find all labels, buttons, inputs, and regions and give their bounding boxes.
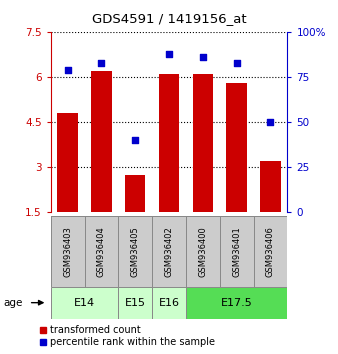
Text: GDS4591 / 1419156_at: GDS4591 / 1419156_at: [92, 12, 246, 25]
Bar: [125, 175, 145, 212]
Point: [65, 67, 70, 73]
Point: [132, 137, 138, 143]
Bar: [91, 71, 112, 212]
Point: [166, 51, 172, 56]
Bar: [220, 216, 254, 287]
Legend: transformed count, percentile rank within the sample: transformed count, percentile rank withi…: [39, 325, 215, 347]
Bar: [57, 113, 78, 212]
Bar: [193, 74, 213, 212]
Text: GSM936406: GSM936406: [266, 226, 275, 277]
Bar: [152, 216, 186, 287]
Text: E14: E14: [74, 298, 95, 308]
Point: [268, 119, 273, 125]
Bar: [118, 216, 152, 287]
Bar: [254, 216, 287, 287]
Bar: [118, 287, 152, 319]
Point: [234, 60, 239, 65]
Bar: [159, 74, 179, 212]
Bar: [186, 287, 287, 319]
Text: age: age: [3, 298, 23, 308]
Bar: [186, 216, 220, 287]
Bar: [51, 216, 84, 287]
Bar: [84, 216, 118, 287]
Text: GSM936402: GSM936402: [165, 226, 173, 277]
Text: GSM936404: GSM936404: [97, 226, 106, 277]
Text: GSM936400: GSM936400: [198, 226, 207, 277]
Text: E15: E15: [125, 298, 146, 308]
Bar: [51, 287, 118, 319]
Text: E17.5: E17.5: [221, 298, 252, 308]
Point: [99, 60, 104, 65]
Text: E16: E16: [159, 298, 179, 308]
Point: [200, 54, 206, 60]
Bar: [260, 161, 281, 212]
Bar: [152, 287, 186, 319]
Text: GSM936401: GSM936401: [232, 226, 241, 277]
Bar: [226, 83, 247, 212]
Text: GSM936403: GSM936403: [63, 226, 72, 277]
Text: GSM936405: GSM936405: [131, 226, 140, 277]
